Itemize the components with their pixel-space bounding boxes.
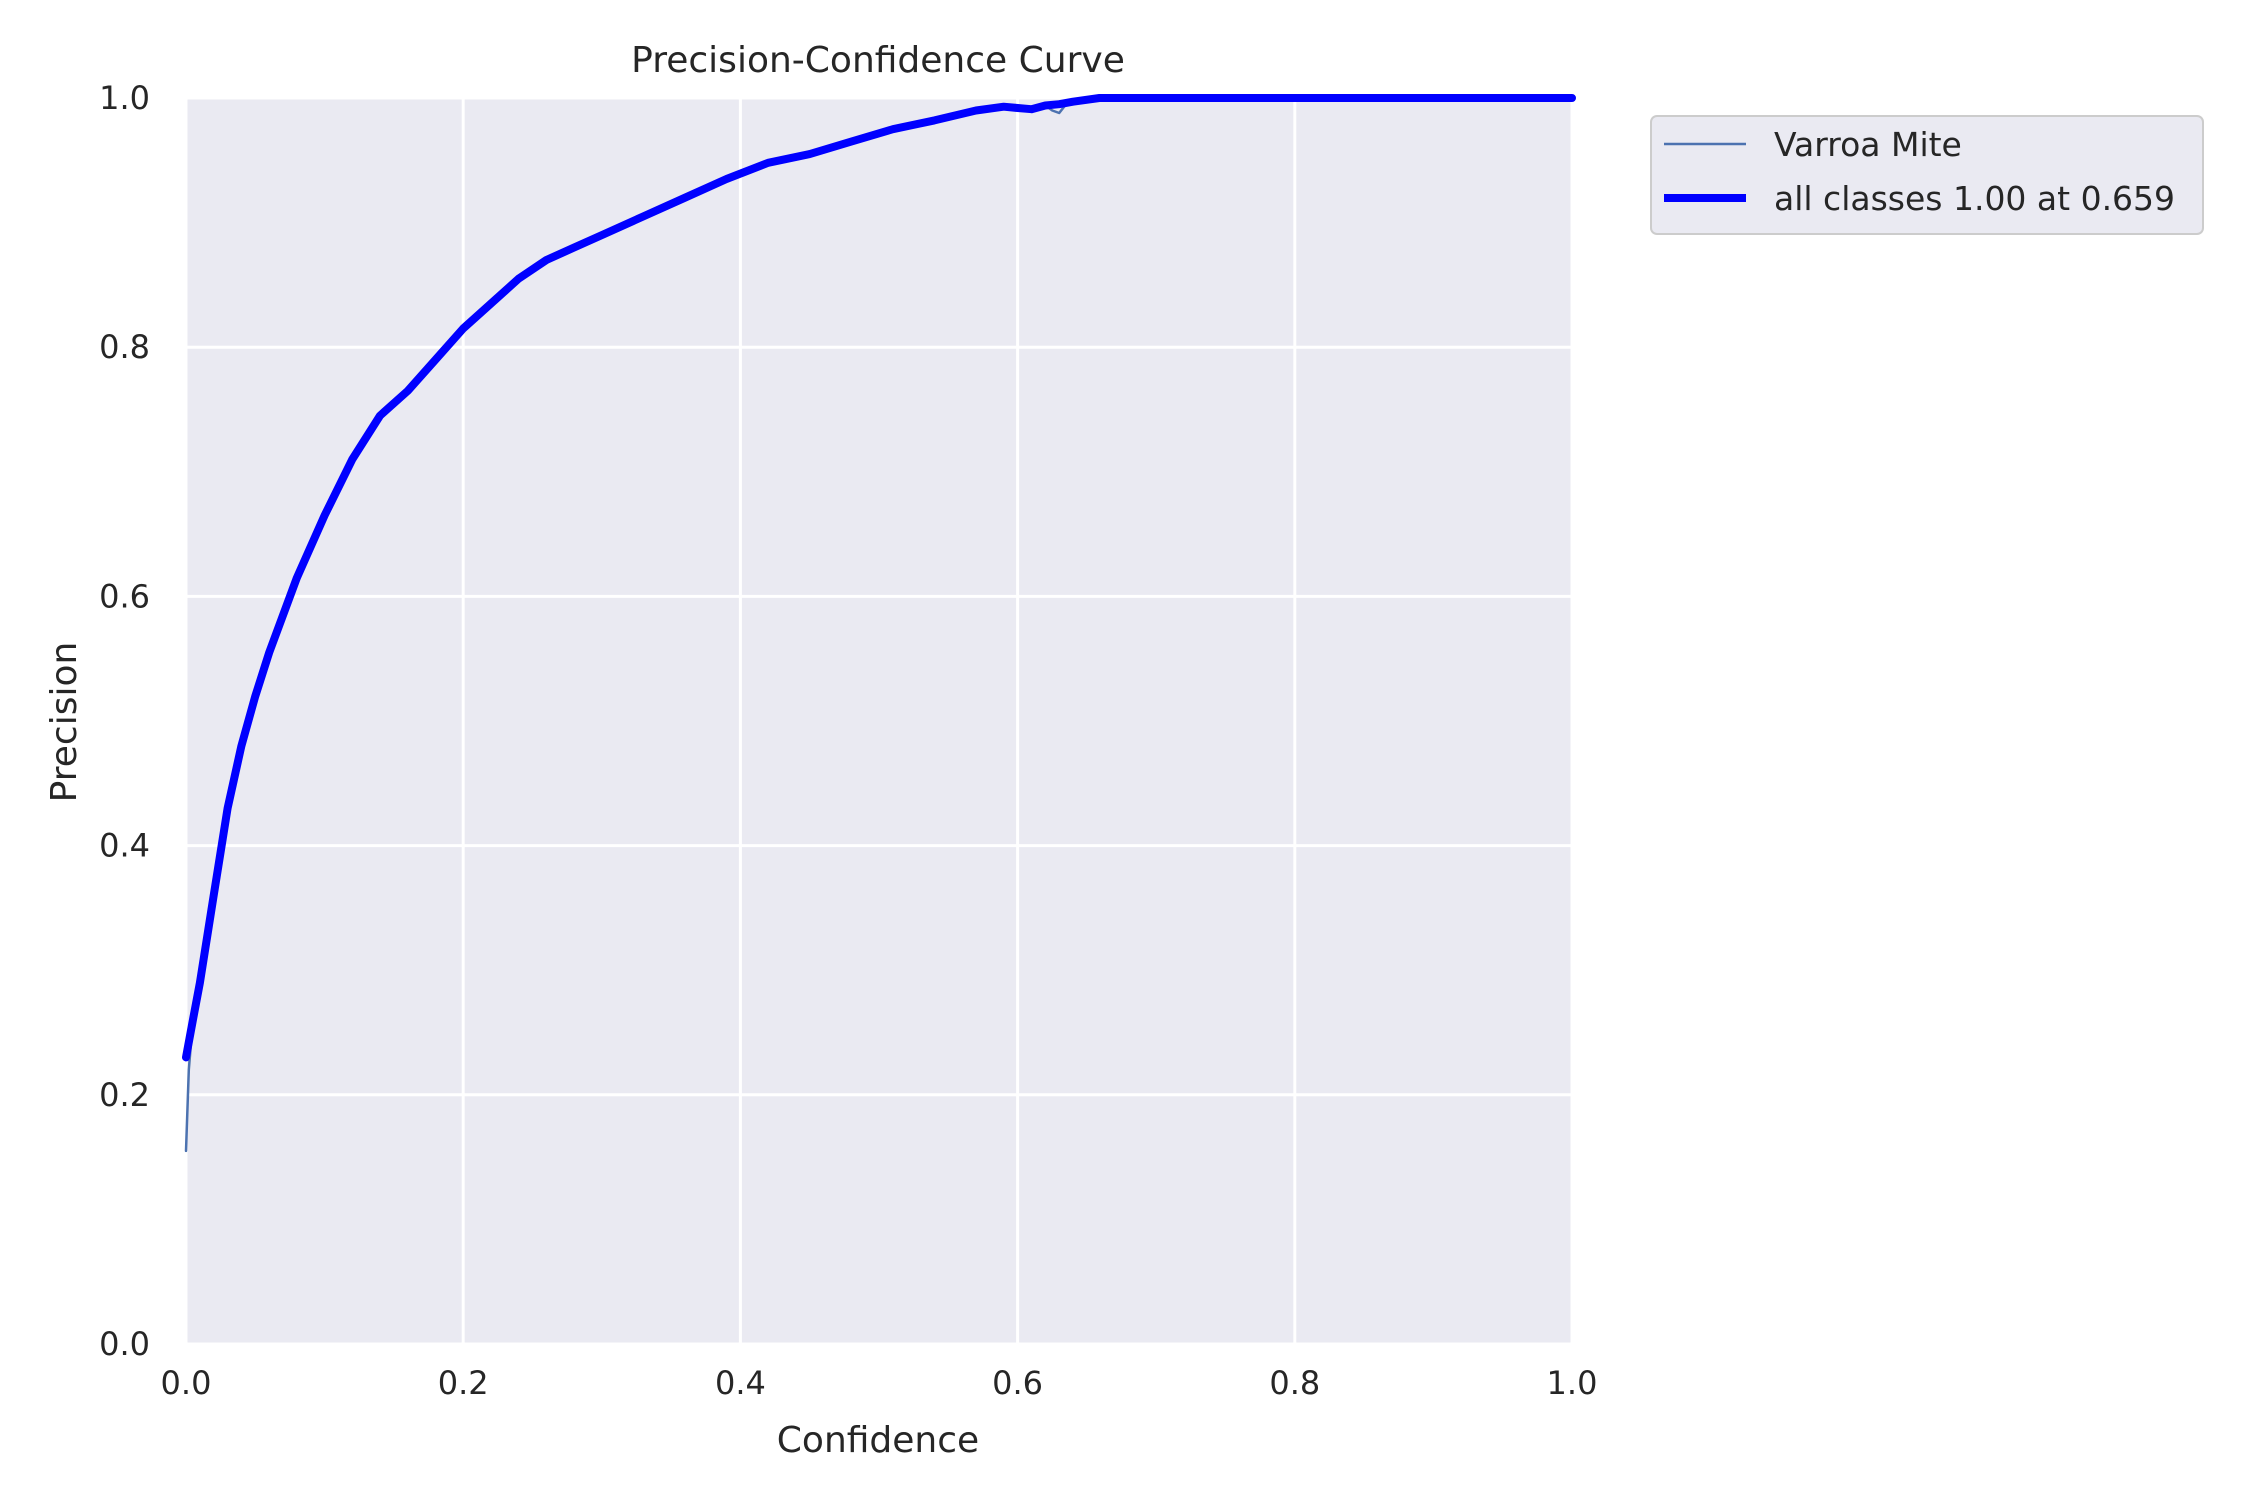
x-tick-label: 0.4 xyxy=(715,1364,766,1402)
legend-label-all-classes: all classes 1.00 at 0.659 xyxy=(1774,179,2175,218)
y-axis-title: Precision xyxy=(44,642,85,803)
x-tick-label: 0.8 xyxy=(1269,1364,1320,1402)
y-tick-label: 0.4 xyxy=(99,827,150,865)
y-tick-label: 0.8 xyxy=(99,328,150,366)
y-tick-label: 0.2 xyxy=(99,1076,150,1114)
legend-label-varroa-mite: Varroa Mite xyxy=(1774,125,1962,164)
y-tick-label: 0.6 xyxy=(99,577,150,615)
legend: Varroa Mite all classes 1.00 at 0.659 xyxy=(1650,115,2204,235)
x-tick-label: 0.6 xyxy=(992,1364,1043,1402)
x-tick-label: 0.0 xyxy=(161,1364,212,1402)
y-tick-label: 0.0 xyxy=(99,1325,150,1363)
legend-box xyxy=(1650,115,2204,235)
x-tick-label: 0.2 xyxy=(438,1364,489,1402)
series-line-all-classes xyxy=(182,94,1576,1062)
series-lines xyxy=(182,94,1576,1153)
x-tick-label: 1.0 xyxy=(1547,1364,1598,1402)
plot-background xyxy=(186,98,1572,1344)
tick-labels: 0.0 0.2 0.4 0.6 0.8 1.0 0.0 0.2 0.4 0.6 0.8 1.0 xyxy=(99,79,1597,1402)
y-tick-label: 1.0 xyxy=(99,79,150,117)
chart-title: Precision-Confidence Curve xyxy=(631,40,1125,81)
x-axis-title: Confidence xyxy=(777,1420,979,1461)
grid-lines xyxy=(184,96,1574,1346)
